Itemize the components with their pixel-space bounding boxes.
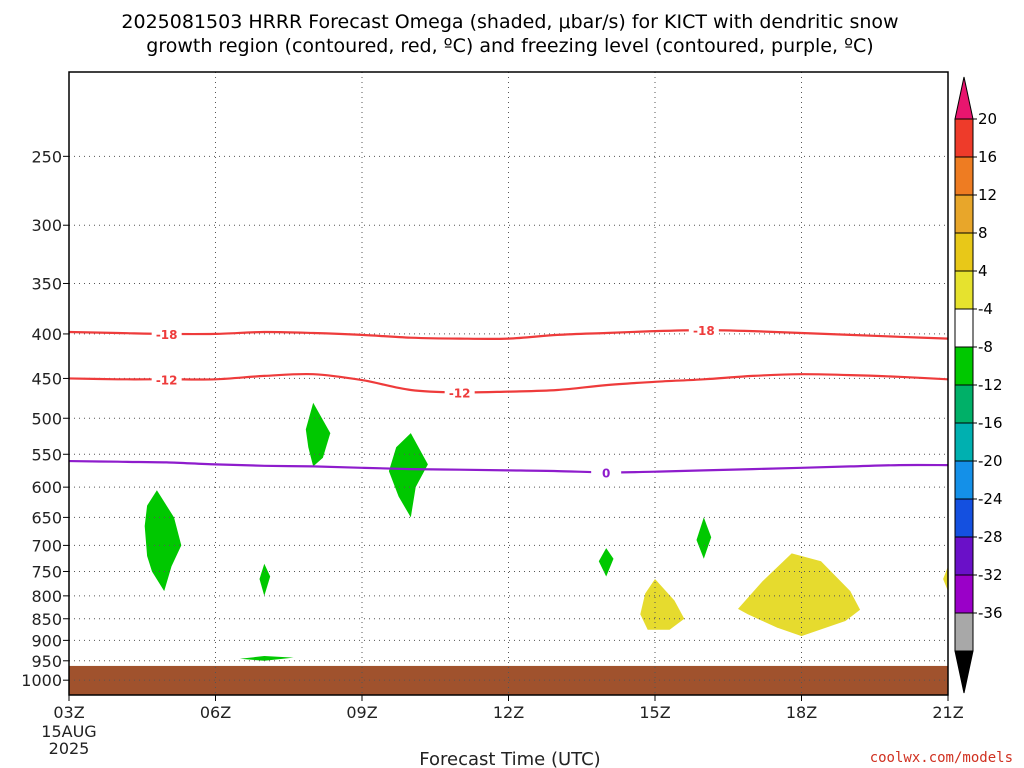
- colorbar-band-13: [954, 612, 974, 652]
- colorbar-label-12: -32: [978, 566, 1003, 584]
- colorbar-band-5: [954, 308, 974, 348]
- contour-line-1: [68, 372, 949, 394]
- contour-line-2: [68, 459, 949, 474]
- colorbar-label-1: 16: [978, 148, 997, 166]
- x-tick-label-03Z: 03Z: [53, 703, 84, 722]
- colorbar-band-3: [954, 232, 974, 272]
- y-tick-label-950: 950: [31, 652, 62, 671]
- omega-region-7: [640, 579, 685, 630]
- contour-label-0-0: -18: [156, 328, 178, 342]
- colorbar: 20 16 12 8 4 -4 -8 -12 -16 -20 -24 -28 -32 -36: [954, 76, 1003, 694]
- y-tick-label-300: 300: [31, 216, 62, 235]
- plot-area: -18 -18 -12 -12 0: [68, 71, 949, 696]
- colorbar-label-6: -8: [978, 338, 993, 356]
- contour-label-bg-2-0: [591, 464, 622, 480]
- y-axis: 250 300 350 400 450 500 550 600 650 700 750 800 850 9…: [21, 147, 69, 690]
- y-tick-label-550: 550: [31, 445, 62, 464]
- x-axis-label: Forecast Time (UTC): [419, 749, 600, 768]
- colorbar-band-0: [954, 118, 974, 158]
- contour-line-0: [68, 328, 949, 341]
- x-tick-label-15Z: 15Z: [639, 703, 670, 722]
- omega-region-3: [259, 563, 271, 596]
- y-tick-label-350: 350: [31, 274, 62, 293]
- contour-label-1-0: -12: [156, 373, 178, 387]
- omega-region-4: [239, 656, 294, 661]
- colorbar-top-arrow: [954, 76, 974, 120]
- y-tick-label-450: 450: [31, 369, 62, 388]
- colorbar-label-0: 20: [978, 110, 997, 128]
- colorbar-bottom-arrow: [954, 650, 974, 694]
- x-tick-label-21Z: 21Z: [932, 703, 963, 722]
- colorbar-band-8: [954, 422, 974, 462]
- contour-label-0-1: -18: [693, 324, 715, 338]
- colorbar-label-3: 8: [978, 224, 988, 242]
- colorbar-band-12: [954, 574, 974, 614]
- contour-label-bg-0-1: [688, 322, 719, 338]
- omega-region-5: [598, 548, 614, 577]
- omega-region-6: [696, 517, 712, 559]
- x-start-date-label-0: 15AUG: [41, 722, 96, 741]
- omega-region-9: [943, 566, 948, 592]
- omega-region-2: [144, 490, 182, 592]
- colorbar-band-7: [954, 384, 974, 424]
- colorbar-label-7: -12: [978, 376, 1003, 394]
- x-tick-label-09Z: 09Z: [346, 703, 377, 722]
- colorbar-label-13: -36: [978, 604, 1003, 622]
- colorbar-band-6: [954, 346, 974, 386]
- colorbar-label-4: 4: [978, 262, 988, 280]
- colorbar-band-11: [954, 536, 974, 576]
- y-tick-label-500: 500: [31, 409, 62, 428]
- colorbar-label-11: -28: [978, 528, 1003, 546]
- omega-region-8: [738, 553, 861, 637]
- surface-terrain: [69, 665, 948, 695]
- y-tick-label-400: 400: [31, 325, 62, 344]
- y-tick-label-600: 600: [31, 478, 62, 497]
- colorbar-band-4: [954, 270, 974, 310]
- y-tick-label-250: 250: [31, 147, 62, 166]
- chart-title-line-1: 2025081503 HRRR Forecast Omega (shaded, …: [121, 11, 898, 33]
- colorbar-band-2: [954, 194, 974, 234]
- y-tick-label-750: 750: [31, 562, 62, 581]
- colorbar-band-10: [954, 498, 974, 538]
- contour-label-bg-1-1: [444, 384, 475, 400]
- y-tick-label-700: 700: [31, 536, 62, 555]
- x-tick-label-12Z: 12Z: [493, 703, 524, 722]
- omega-region-1: [388, 433, 428, 518]
- x-tick-label-06Z: 06Z: [200, 703, 231, 722]
- chart-title-line-2: growth region (contoured, red, ºC) and f…: [146, 35, 873, 57]
- y-tick-label-800: 800: [31, 587, 62, 606]
- x-start-date-label-1: 2025: [49, 739, 90, 758]
- colorbar-label-10: -24: [978, 490, 1003, 508]
- colorbar-label-9: -20: [978, 452, 1003, 470]
- omega-region-0: [305, 402, 331, 467]
- contour-label-bg-0-0: [151, 325, 182, 341]
- y-tick-label-900: 900: [31, 631, 62, 650]
- y-tick-label-850: 850: [31, 610, 62, 629]
- colorbar-band-1: [954, 156, 974, 196]
- colorbar-label-8: -16: [978, 414, 1003, 432]
- contour-label-bg-1-0: [151, 371, 182, 387]
- credit-text: coolwx.com/models: [870, 750, 1013, 766]
- colorbar-label-5: -4: [978, 300, 993, 318]
- colorbar-band-9: [954, 460, 974, 500]
- contour-label-1-1: -12: [449, 386, 471, 400]
- contour-label-2-0: 0: [602, 466, 610, 480]
- colorbar-label-2: 12: [978, 186, 997, 204]
- y-tick-label-1000: 1000: [21, 671, 62, 690]
- y-tick-label-650: 650: [31, 508, 62, 527]
- x-tick-label-18Z: 18Z: [786, 703, 817, 722]
